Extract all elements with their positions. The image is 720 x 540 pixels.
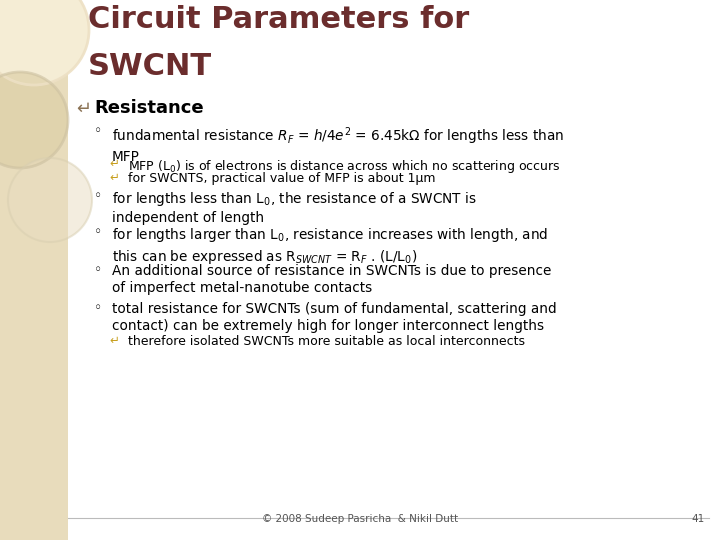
Text: SWCNT: SWCNT [88,52,212,81]
Text: for lengths less than L$_0$, the resistance of a SWCNT is
independent of length: for lengths less than L$_0$, the resista… [112,190,477,225]
Text: © 2008 Sudeep Pasricha  & Nikil Dutt: © 2008 Sudeep Pasricha & Nikil Dutt [262,514,458,524]
Text: for lengths larger than L$_0$, resistance increases with length, and
this can be: for lengths larger than L$_0$, resistanc… [112,226,548,266]
Text: ◦: ◦ [94,124,102,138]
Text: therefore isolated SWCNTs more suitable as local interconnects: therefore isolated SWCNTs more suitable … [128,335,525,348]
Text: ↵: ↵ [109,171,119,184]
Text: ↵: ↵ [109,334,119,347]
Text: total resistance for SWCNTs (sum of fundamental, scattering and
contact) can be : total resistance for SWCNTs (sum of fund… [112,302,557,333]
Text: An additional source of resistance in SWCNTs is due to presence
of imperfect met: An additional source of resistance in SW… [112,264,552,295]
Text: ◦: ◦ [94,263,102,277]
Circle shape [0,72,68,168]
Text: ◦: ◦ [94,189,102,203]
Text: fundamental resistance $R_F$ = $h/4e^2$ = 6.45kΩ for lengths less than
MFP: fundamental resistance $R_F$ = $h/4e^2$ … [112,125,564,164]
Circle shape [0,0,89,85]
Text: ↵: ↵ [109,157,119,170]
Bar [0,0,68,540]
Text: ◦: ◦ [94,225,102,239]
Text: Circuit Parameters for: Circuit Parameters for [88,5,469,34]
Text: for SWCNTS, practical value of MFP is about 1μm: for SWCNTS, practical value of MFP is ab… [128,172,436,185]
Text: MFP (L$_0$) is of electrons is distance across which no scattering occurs: MFP (L$_0$) is of electrons is distance … [128,158,561,175]
Text: ↵: ↵ [76,100,91,118]
Text: ◦: ◦ [94,301,102,315]
Text: 41: 41 [691,514,705,524]
Circle shape [8,158,92,242]
Text: Resistance: Resistance [94,99,204,117]
